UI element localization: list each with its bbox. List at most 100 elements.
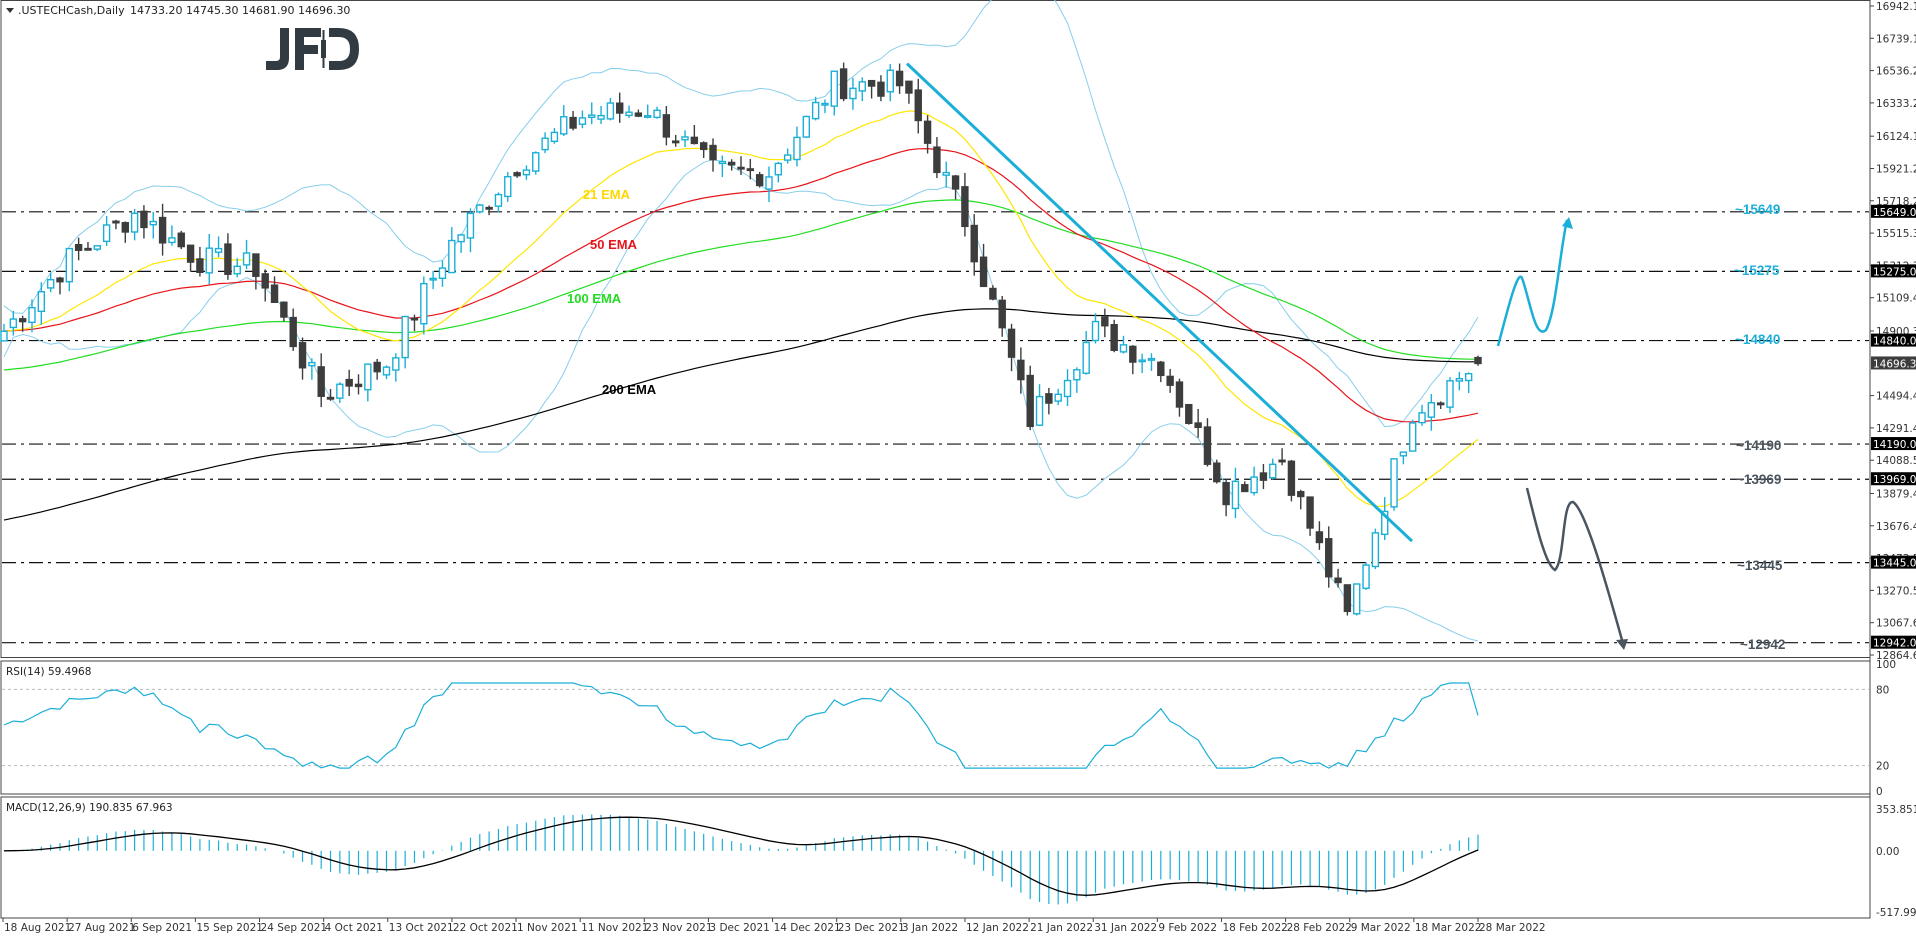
candle	[839, 62, 848, 102]
candle	[699, 141, 708, 158]
rsi-panel[interactable]: 100 80 20 0	[2, 659, 1896, 798]
candle	[1427, 394, 1436, 431]
rsi-tick: 20	[1876, 761, 1889, 773]
candle	[326, 388, 335, 401]
price-tick: 15718.25	[1876, 196, 1916, 208]
candle	[998, 296, 1006, 337]
candle	[783, 148, 792, 164]
level-label-12942: ~12942	[1740, 637, 1785, 652]
candle	[140, 205, 148, 239]
candle	[849, 77, 857, 110]
candle	[1306, 496, 1314, 536]
candle	[690, 124, 699, 145]
macd-tick: 0.00	[1876, 846, 1899, 858]
date-tick: 22 Oct 2021	[453, 922, 518, 934]
candle	[252, 253, 260, 290]
candle	[765, 166, 773, 203]
candle	[550, 127, 559, 144]
level-label-13969: ~13969	[1736, 472, 1781, 487]
level-label-15649: ~15649	[1735, 202, 1780, 217]
svg-text:15275.00: 15275.00	[1873, 266, 1916, 278]
downtrend-line[interactable]	[905, 62, 1414, 543]
date-tick: 18 Aug 2021	[4, 922, 71, 934]
candle	[625, 105, 633, 118]
candle	[1017, 347, 1025, 394]
candle	[532, 151, 540, 175]
candle	[802, 115, 811, 139]
candle	[65, 247, 74, 292]
chart-header: .USTECHCash,Daily 14733.20 14745.30 1468…	[6, 4, 350, 17]
candle	[681, 130, 689, 148]
candle	[933, 137, 941, 179]
candle	[420, 276, 428, 335]
candle	[1418, 404, 1426, 426]
candle	[914, 78, 922, 134]
candle	[280, 301, 288, 322]
candle	[457, 233, 465, 253]
date-tick: 1 Nov 2021	[517, 922, 578, 934]
candle	[168, 225, 176, 246]
candle	[1343, 584, 1352, 616]
macd-tick: 353.851	[1876, 804, 1916, 816]
price-tick: 16124.15	[1876, 131, 1916, 143]
candle	[653, 106, 661, 119]
price-tick: 15921.20	[1876, 163, 1916, 175]
date-tick: 3 Jan 2022	[902, 922, 958, 934]
rsi-tick: 100	[1876, 659, 1896, 671]
ema21-label: 21 EMA	[583, 187, 631, 202]
candle	[1334, 568, 1342, 588]
candle	[1026, 365, 1034, 431]
rsi-tick: 0	[1876, 786, 1883, 798]
candle	[1259, 463, 1268, 490]
price-tag-12942.00: 12942.00	[1871, 635, 1916, 650]
candle	[1390, 458, 1398, 511]
candle	[588, 102, 596, 125]
candle	[18, 315, 27, 332]
svg-text:12942.00: 12942.00	[1873, 638, 1916, 650]
candle	[1035, 384, 1044, 427]
candle	[308, 358, 316, 380]
date-tick: 4 Oct 2021	[325, 922, 383, 934]
ema100-line	[3, 199, 1478, 371]
ohlc-values: 14733.20 14745.30 14681.90 14696.30	[130, 4, 350, 17]
date-tick: 12 Jan 2022	[966, 922, 1029, 934]
candle	[373, 358, 381, 380]
candle	[354, 374, 363, 395]
candle	[1203, 418, 1212, 467]
rsi-line	[3, 682, 1479, 769]
candle	[112, 219, 120, 230]
candle	[877, 75, 885, 102]
price-panel[interactable]	[0, 0, 1869, 650]
candle	[1315, 521, 1324, 550]
svg-text:13969.00: 13969.00	[1873, 474, 1916, 486]
jfd-logo	[266, 28, 359, 70]
candle	[1194, 409, 1202, 438]
candle	[942, 161, 950, 188]
candle	[560, 105, 568, 137]
price-tag-13445.00: 13445.00	[1871, 555, 1916, 570]
candle	[28, 299, 36, 333]
candle	[1110, 319, 1118, 353]
candle	[1353, 583, 1361, 616]
price-tick: 15515.30	[1876, 228, 1916, 240]
candle	[84, 241, 92, 251]
rsi-tick: 80	[1876, 684, 1889, 696]
candle	[0, 323, 8, 342]
macd-panel[interactable]: 353.851 0.00 -517.995	[3, 804, 1916, 919]
arrow-head-up-icon	[1562, 217, 1573, 229]
price-tick: 14291.45	[1876, 423, 1916, 435]
candle	[158, 203, 167, 256]
candle	[121, 221, 129, 243]
candle	[1408, 419, 1417, 452]
candle	[1091, 313, 1100, 344]
candle	[513, 171, 521, 178]
candle	[1147, 353, 1156, 371]
candle	[1119, 335, 1128, 354]
date-tick: 18 Feb 2022	[1222, 922, 1287, 934]
collapse-triangle-icon[interactable]	[6, 8, 14, 13]
candle	[270, 276, 279, 304]
candle	[662, 106, 671, 146]
candle	[793, 126, 801, 167]
candle	[466, 208, 475, 253]
